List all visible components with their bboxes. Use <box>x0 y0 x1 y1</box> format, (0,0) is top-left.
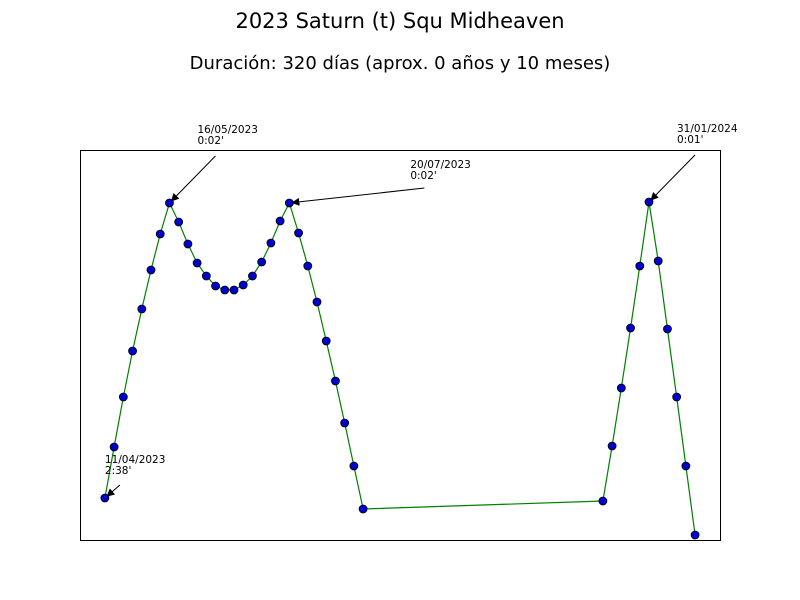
data-point <box>201 271 211 281</box>
annotation-text: 16/05/2023 <box>197 124 258 136</box>
data-point <box>229 285 239 295</box>
data-point <box>275 216 285 226</box>
data-point <box>211 281 220 291</box>
chart-title: 2023 Saturn (t) Squ Midheaven <box>235 9 564 33</box>
data-point <box>672 392 682 402</box>
data-point <box>331 376 340 386</box>
data-point <box>248 271 257 281</box>
data-point <box>616 383 626 393</box>
annotation-text: 11/04/2023 <box>105 454 166 466</box>
data-point <box>635 261 645 271</box>
data-point <box>340 418 350 428</box>
data-point <box>155 229 165 239</box>
data-point <box>238 280 248 290</box>
data-point <box>303 261 313 271</box>
data-point <box>663 324 672 334</box>
data-point <box>118 392 128 402</box>
data-point <box>128 346 137 356</box>
annotation-arrow <box>170 155 216 202</box>
data-point <box>284 198 294 208</box>
data-point <box>183 239 193 249</box>
data-point <box>626 323 635 333</box>
chart-subtitle: Duración: 320 días (aprox. 0 años y 10 m… <box>190 53 611 74</box>
series-line <box>104 201 696 536</box>
plot-frame <box>80 150 721 541</box>
data-point <box>321 336 331 346</box>
data-point <box>653 256 663 266</box>
annotation-arrow <box>291 187 425 206</box>
data-point <box>349 461 359 471</box>
annotation-arrow <box>650 154 696 201</box>
data-point <box>312 297 322 307</box>
annotation-text: 20/07/2023 <box>410 159 471 171</box>
annotation-text: 0:02' <box>410 170 436 182</box>
annotation-text: 0:01' <box>677 134 703 146</box>
annotation-text: 2:38' <box>105 465 131 477</box>
data-point <box>358 504 368 514</box>
data-point <box>174 217 184 227</box>
data-point <box>146 265 156 275</box>
data-point <box>607 441 617 451</box>
data-point <box>137 304 147 314</box>
data-point <box>294 228 303 238</box>
data-point <box>266 238 276 248</box>
data-point <box>681 461 691 471</box>
data-point <box>192 258 202 268</box>
annotation-arrow <box>106 484 121 497</box>
data-point <box>690 530 700 540</box>
data-point <box>598 496 608 506</box>
annotation-text: 31/01/2024 <box>677 123 738 135</box>
annotation-text: 0:02' <box>197 135 223 147</box>
data-point <box>257 257 267 267</box>
data-point <box>109 442 119 452</box>
data-point <box>220 285 230 295</box>
